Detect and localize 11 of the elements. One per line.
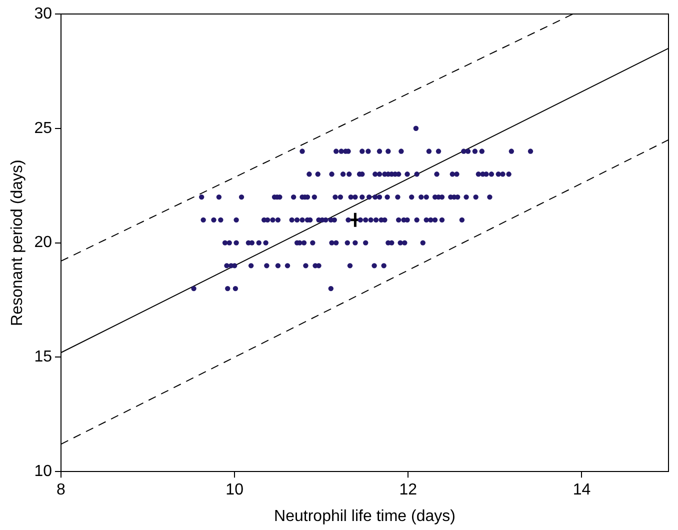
x-axis-title: Neutrophil life time (days)	[274, 508, 456, 525]
x-tick-label: 10	[226, 482, 244, 499]
y-tick-label: 25	[34, 120, 52, 137]
y-axis-title: Resonant period (days)	[9, 160, 26, 326]
y-tick-label: 30	[34, 5, 52, 22]
y-tick-label: 15	[34, 348, 52, 366]
x-tick-label: 8	[56, 482, 66, 499]
x-tick-label: 12	[399, 482, 418, 499]
y-tick-label: 10	[34, 463, 52, 480]
y-tick-label: 20	[34, 234, 52, 252]
x-tick-label: 14	[572, 482, 591, 499]
